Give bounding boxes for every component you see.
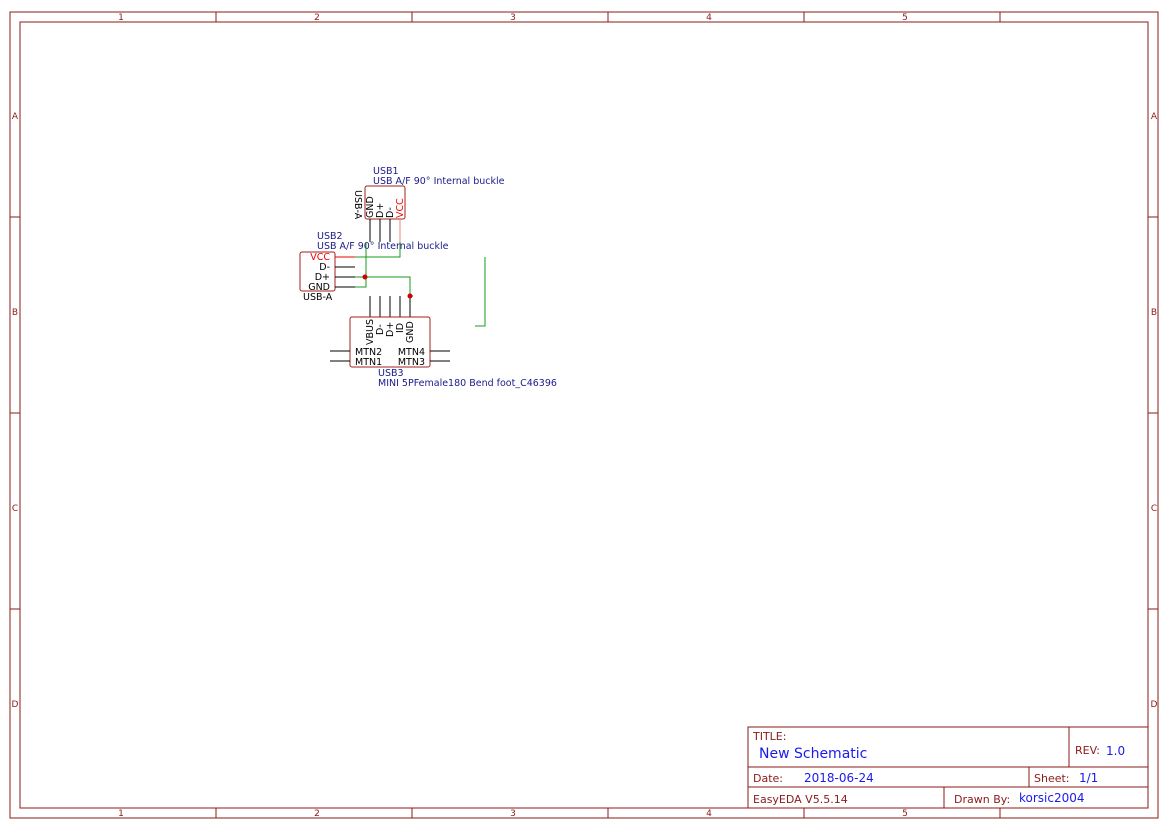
usb3-pin-mtn2: MTN2: [355, 347, 382, 358]
drawn-by-value: korsic2004: [1019, 791, 1085, 805]
usb3-designator: USB3: [378, 368, 404, 379]
usb3-value: MINI 5PFemale180 Bend foot_C46396: [378, 378, 557, 389]
usb3-pin-dm: D-: [375, 324, 386, 335]
usb2-pin-vcc: VCC: [310, 252, 330, 263]
column-labels: 1 2 3 4 5 1 2 3 4 5: [118, 13, 908, 819]
label: B: [1151, 308, 1157, 318]
label: 3: [510, 13, 516, 23]
label: 2: [314, 13, 320, 23]
junction-dot: [407, 293, 413, 299]
usb1-pin-dp: D+: [375, 203, 386, 218]
usb3-pin-mtn1: MTN1: [355, 357, 382, 368]
usb1-designator: USB1: [373, 166, 399, 177]
label: D: [1151, 700, 1158, 710]
wire-gnd: [355, 242, 367, 288]
title-label: TITLE:: [752, 730, 786, 743]
inner-frame: [19, 21, 1149, 809]
component-usb3[interactable]: VBUS D- D+ ID GND MTN2 MTN1 MTN4 MTN3 US…: [330, 296, 557, 389]
usb1-value: USB A/F 90° Internal buckle: [373, 176, 505, 187]
frame-ticks: [10, 12, 1158, 818]
usb1-pin-dm: D-: [385, 207, 396, 218]
date-label: Date:: [753, 772, 783, 785]
software-version: EasyEDA V5.5.14: [753, 793, 848, 806]
usb3-pin-gnd: GND: [405, 321, 416, 343]
usb1-footprint: USB-A: [352, 190, 363, 220]
label: 5: [902, 13, 908, 23]
sheet-label: Sheet:: [1034, 772, 1070, 785]
label: C: [1151, 504, 1157, 514]
sheet-value: 1/1: [1079, 771, 1098, 785]
date-value: 2018-06-24: [804, 771, 874, 785]
usb3-body: [349, 316, 431, 368]
label: 5: [902, 809, 908, 819]
usb2-pin-dm: D-: [319, 262, 330, 273]
label: 1: [118, 809, 124, 819]
label: A: [1151, 112, 1158, 122]
row-labels: A B C D A B C D: [12, 112, 1158, 710]
label: 4: [706, 809, 712, 819]
usb3-pin-dp: D+: [385, 322, 396, 337]
usb2-value: USB A/F 90° Internal buckle: [317, 241, 449, 252]
component-usb1[interactable]: USB1 USB A/F 90° Internal buckle USB-A G…: [352, 166, 505, 242]
usb1-pin-gnd: GND: [365, 196, 376, 218]
wires[interactable]: [355, 242, 486, 327]
title-block: TITLE: New Schematic REV: 1.0 Date: 2018…: [747, 726, 1149, 809]
usb1-body: [364, 185, 406, 220]
usb1-pin-vcc: VCC: [395, 198, 406, 218]
usb3-pin-mtn3: MTN3: [398, 357, 425, 368]
usb3-pin-id: ID: [395, 323, 406, 333]
rev-value: 1.0: [1106, 744, 1125, 758]
drawn-by-label: Drawn By:: [954, 793, 1010, 806]
junction-dot: [362, 274, 368, 280]
label: C: [12, 504, 18, 514]
label: 2: [314, 809, 320, 819]
outer-frame: [9, 11, 1159, 819]
label: 4: [706, 13, 712, 23]
rev-label: REV:: [1075, 744, 1100, 757]
usb2-body: [299, 251, 336, 292]
usb2-pin-gnd: GND: [308, 282, 330, 293]
usb2-footprint: USB-A: [303, 292, 333, 303]
label: A: [12, 112, 19, 122]
label: B: [12, 308, 18, 318]
title-value: New Schematic: [759, 746, 867, 762]
wire-vcc: [355, 242, 401, 258]
label: D: [12, 700, 19, 710]
usb2-pin-dp: D+: [315, 272, 330, 283]
component-usb2[interactable]: USB2 USB A/F 90° Internal buckle VCC D- …: [299, 231, 449, 303]
usb2-designator: USB2: [317, 231, 343, 242]
usb3-pin-vbus: VBUS: [365, 319, 376, 345]
wire-floating: [475, 257, 486, 327]
label: 3: [510, 809, 516, 819]
usb3-pin-mtn4: MTN4: [398, 347, 425, 358]
label: 1: [118, 13, 124, 23]
